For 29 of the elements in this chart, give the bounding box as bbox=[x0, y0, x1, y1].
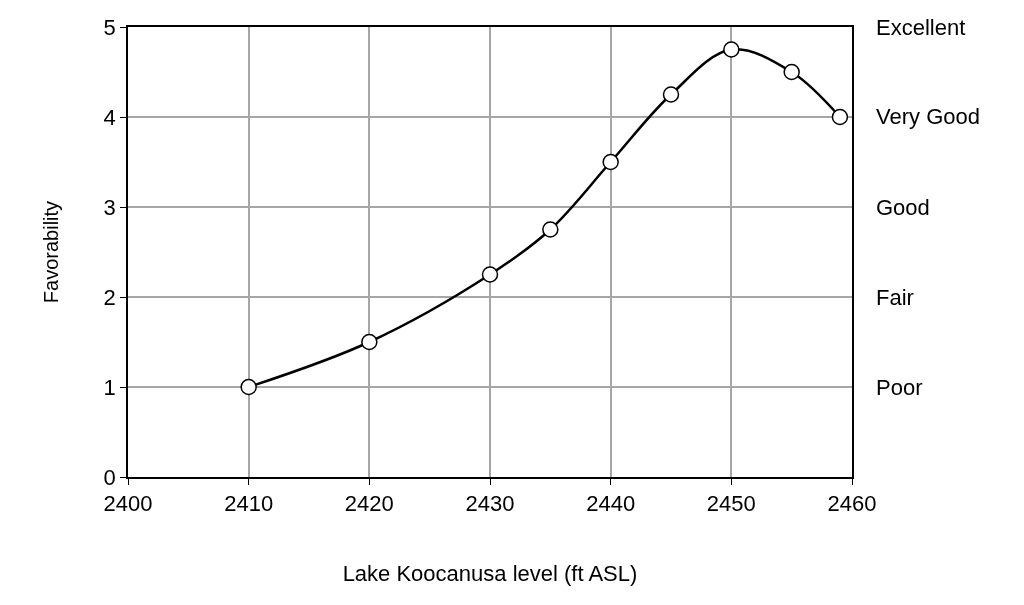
point bbox=[662, 86, 680, 103]
text: Good bbox=[876, 195, 930, 220]
y-tick-label: 3 bbox=[103, 194, 116, 220]
text: Very Good bbox=[876, 104, 980, 129]
point bbox=[361, 333, 378, 351]
x-axis-title: Lake Koocanusa level (ft ASL) bbox=[342, 560, 638, 586]
y-tick-label: 5 bbox=[103, 14, 116, 40]
text: Excellent bbox=[876, 15, 966, 40]
x-tick-label: 2450 bbox=[706, 491, 756, 517]
x-tick-label: 2460 bbox=[827, 491, 877, 517]
y-tick-label: 0 bbox=[103, 464, 116, 490]
x-tick-label: 2410 bbox=[224, 491, 274, 517]
text: Poor bbox=[876, 375, 923, 400]
point bbox=[542, 221, 559, 238]
y-axis-title: Favorability bbox=[39, 200, 62, 304]
point bbox=[481, 266, 499, 283]
text: Fair bbox=[876, 285, 914, 310]
point bbox=[602, 153, 619, 171]
x-tick-label: 2420 bbox=[344, 491, 394, 517]
x-tick-label: 2440 bbox=[586, 491, 636, 517]
y-tick-label: 2 bbox=[103, 284, 116, 310]
point bbox=[240, 378, 257, 396]
y-tick-label: 1 bbox=[103, 374, 116, 400]
point bbox=[783, 63, 800, 81]
point bbox=[723, 41, 740, 58]
x-tick-label: 2400 bbox=[103, 491, 153, 517]
y-tick-label: 4 bbox=[103, 104, 116, 130]
x-tick-label: 2430 bbox=[465, 491, 515, 517]
point bbox=[831, 108, 849, 126]
